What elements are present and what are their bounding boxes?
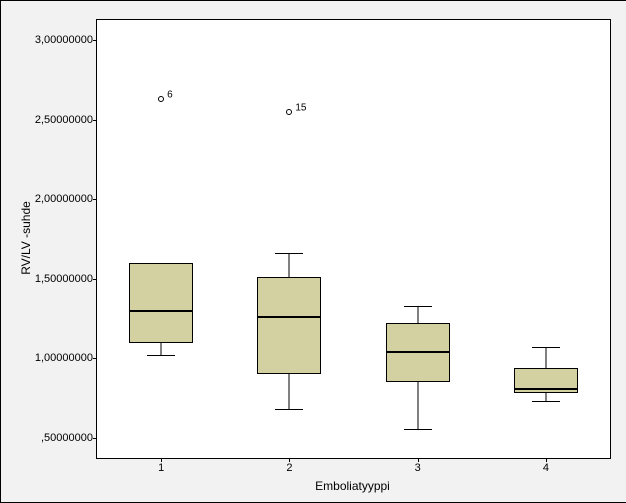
whisker-lower <box>289 374 290 409</box>
median-line <box>514 388 578 390</box>
whisker-upper <box>545 347 546 368</box>
x-tick-label: 1 <box>158 458 164 474</box>
box <box>129 263 193 343</box>
y-tick-label: 2,00000000 <box>35 193 97 205</box>
plot-area: ,500000001,000000001,500000002,000000002… <box>96 19 611 459</box>
whisker-lower <box>545 393 546 401</box>
median-line <box>386 351 450 353</box>
y-tick-label: 1,50000000 <box>35 273 97 285</box>
x-axis-label: Emboliatyyppi <box>315 479 390 493</box>
whisker-cap-lower <box>147 355 175 356</box>
whisker-cap-lower <box>532 401 560 402</box>
chart-container: ,50000000 1,00000000 1,50000000 2,00000000 2… <box>0 0 626 503</box>
whisker-cap-lower <box>404 429 432 430</box>
outlier-label: 6 <box>167 89 173 100</box>
whisker-cap-lower <box>275 409 303 410</box>
outlier-label: 15 <box>295 102 306 113</box>
y-tick-label: 3,00000000 <box>35 34 97 46</box>
y-axis-label: RV/LV -suhde <box>19 201 33 275</box>
whisker-cap-upper <box>275 253 303 254</box>
whisker-upper <box>289 253 290 277</box>
y-tick-label: 1,00000000 <box>35 352 97 364</box>
x-tick-label: 2 <box>286 458 292 474</box>
x-tick-label: 3 <box>415 458 421 474</box>
y-tick-label: ,50000000 <box>41 432 97 444</box>
box <box>257 277 321 374</box>
whisker-cap-upper <box>532 347 560 348</box>
outlier-marker <box>286 109 292 115</box>
y-tick-label: 2,50000000 <box>35 114 97 126</box>
whisker-lower <box>417 382 418 428</box>
median-line <box>129 310 193 312</box>
whisker-lower <box>161 343 162 356</box>
x-tick-label: 4 <box>543 458 549 474</box>
whisker-upper <box>417 306 418 324</box>
outlier-marker <box>158 96 164 102</box>
median-line <box>257 316 321 318</box>
whisker-cap-upper <box>404 306 432 307</box>
